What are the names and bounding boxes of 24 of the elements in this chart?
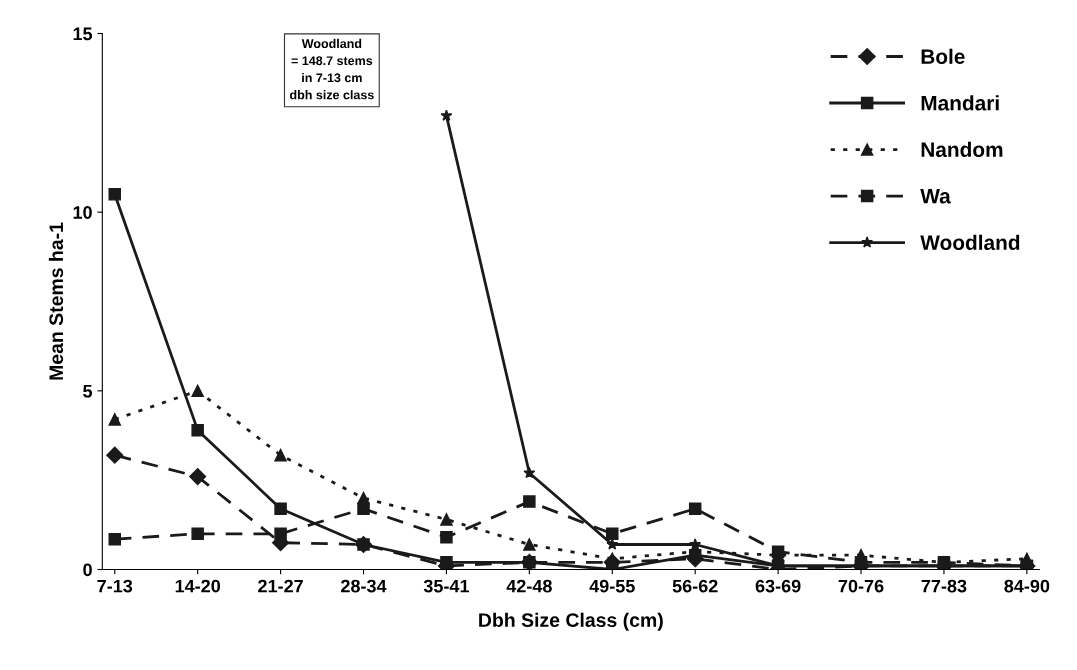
x-tick-label: 7-13 xyxy=(97,579,133,593)
x-tick-label: 14-20 xyxy=(175,579,221,593)
y-tick-label: 15 xyxy=(73,27,93,41)
legend-label: Nandom xyxy=(921,141,1003,158)
x-tick-label: 56-62 xyxy=(672,579,718,593)
y-tick-label: 5 xyxy=(83,384,93,398)
legend-label: Woodland xyxy=(920,234,1020,251)
x-tick-label: 63-69 xyxy=(755,579,801,593)
y-axis-title: Mean Stems ha-1 xyxy=(48,222,64,380)
x-tick-label: 70-76 xyxy=(838,579,884,593)
x-tick-label: 28-34 xyxy=(341,579,387,593)
x-tick-label: 49-55 xyxy=(589,579,635,593)
y-tick-label: 0 xyxy=(83,563,92,577)
x-tick-label: 42-48 xyxy=(506,579,552,593)
legend-label: Bole xyxy=(921,48,965,64)
x-axis-title: Dbh Size Class (cm) xyxy=(479,612,663,631)
x-tick-label: 84-90 xyxy=(1004,579,1050,593)
y-tick-label: 10 xyxy=(73,206,92,219)
legend-label: Wa xyxy=(920,188,951,204)
annotation: Woodland = 148.7 stems in 7-13 cm dbh size class xyxy=(290,38,374,100)
x-tick-label: 21-27 xyxy=(258,579,303,593)
legend-label: Mandari xyxy=(921,95,999,111)
x-tick-label: 35-41 xyxy=(423,579,470,593)
x-tick-label: 77-83 xyxy=(921,579,967,593)
